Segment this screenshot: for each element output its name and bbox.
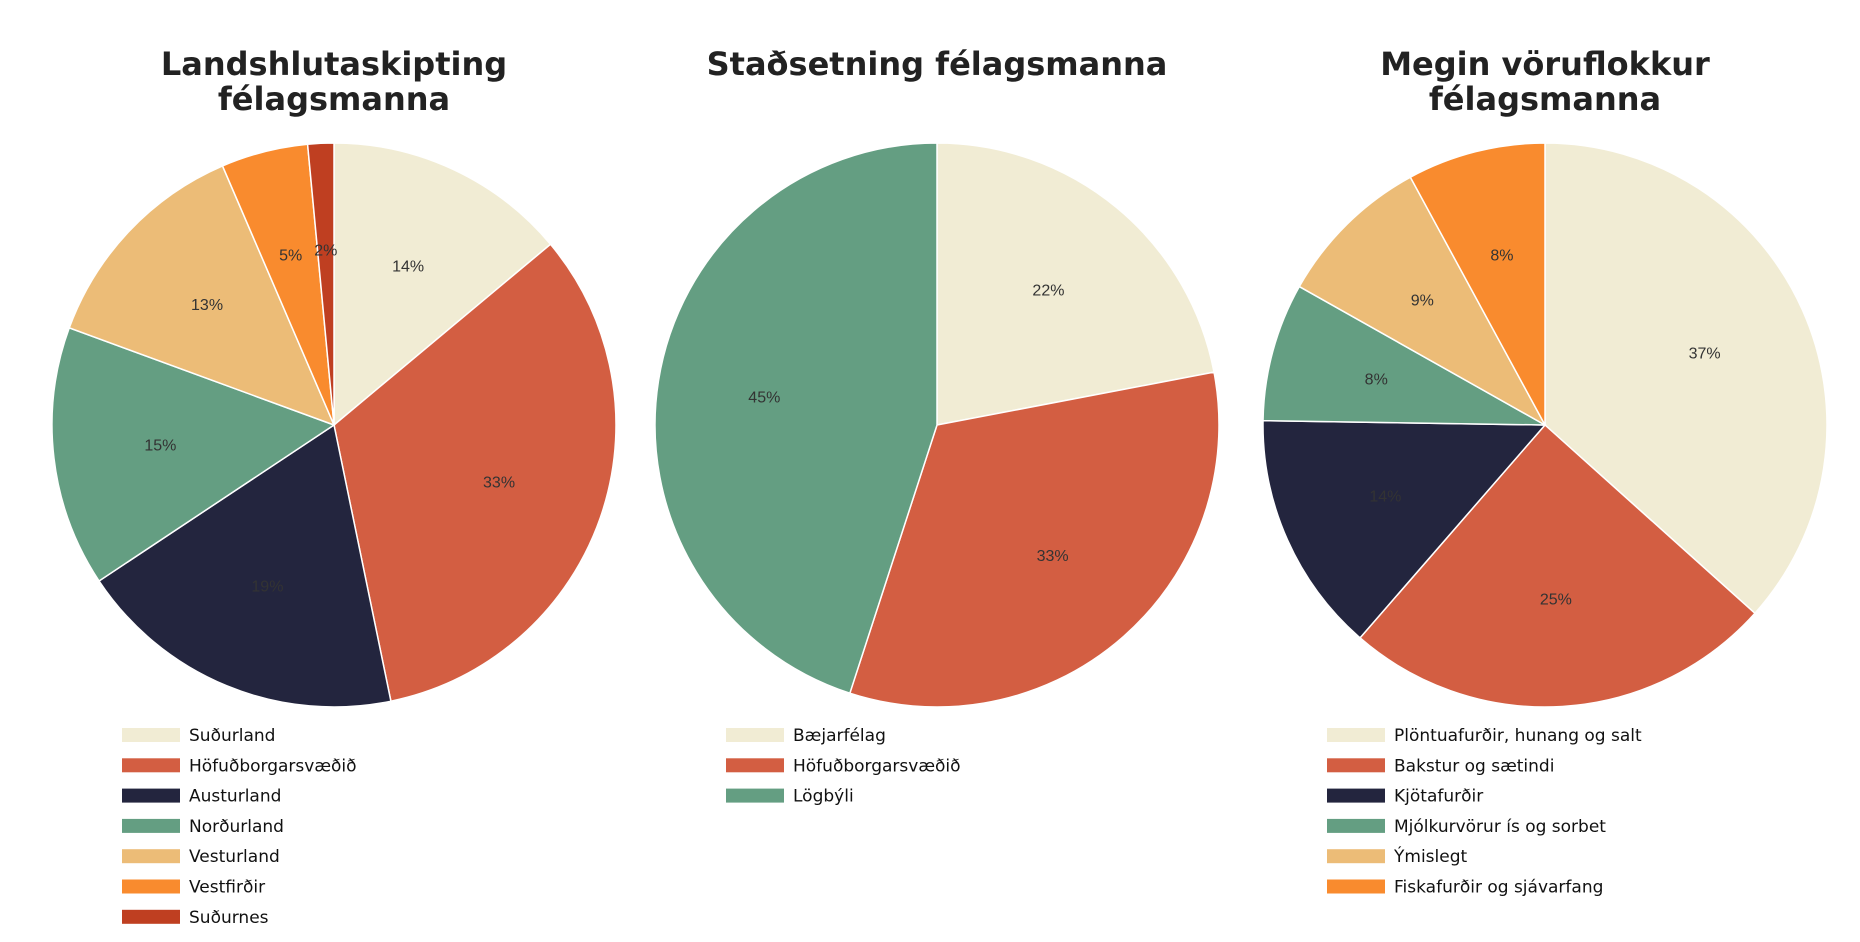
legend-item: Suðurnes (122, 908, 269, 928)
chart-legend: Bæjarfélag Höfuðborgarsvæðið Lögbýli (726, 726, 961, 807)
legend-item: Plöntuafurðir, hunang og salt (1327, 726, 1642, 746)
legend-swatch (1327, 788, 1385, 803)
legend-label: Bæjarfélag (793, 726, 886, 746)
slice-percentage-label: 22% (1032, 282, 1064, 299)
legend-swatch (1327, 879, 1385, 894)
chart-legend: Suðurland Höfuðborgarsvæðið Austurland Norð… (122, 726, 357, 928)
slice-percentage-label: 13% (191, 297, 223, 314)
legend-item: Austurland (122, 787, 281, 807)
slice-percentage-label: 33% (483, 475, 515, 492)
chart-title: Staðsetning félagsmanna (707, 45, 1168, 83)
pie-slice-logbyli (654, 142, 938, 695)
legend-swatch (122, 818, 180, 833)
pie-slice-vesturland (68, 164, 336, 427)
chart-title: Landshlutaskipting (161, 45, 507, 83)
legend-label: Höfuðborgarsvæðið (793, 756, 961, 776)
legend-label: Lögbýli (793, 787, 854, 807)
legend-swatch (122, 758, 180, 773)
legend-item: Lögbýli (726, 787, 854, 807)
pie-slice-baejarfelag (936, 142, 1215, 426)
legend-item: Höfuðborgarsvæðið (122, 756, 357, 776)
slice-percentage-label: 14% (1369, 488, 1401, 505)
pie-slice-ymislegt (1298, 176, 1547, 427)
legend-label: Austurland (189, 787, 281, 807)
legend-item: Bæjarfélag (726, 726, 886, 746)
legend-item: Norðurland (122, 817, 284, 837)
pie-slice-fiskafurdir-og-sjavarfang (1409, 142, 1546, 426)
pie-slice-hofudborgarsvaedid (333, 243, 617, 703)
legend-item: Fiskafurðir og sjávarfang (1327, 878, 1603, 898)
slice-percentage-label: 37% (1689, 346, 1721, 363)
legend-swatch (726, 728, 784, 742)
chart-legend: Plöntuafurðir, hunang og salt Bakstur og … (1327, 726, 1642, 898)
legend-label: Fiskafurðir og sjávarfang (1394, 878, 1603, 898)
legend-swatch (726, 758, 784, 773)
legend-item: Bakstur og sætindi (1327, 756, 1554, 776)
legend-label: Suðurland (189, 726, 275, 746)
pie-slice-sudurland (333, 142, 552, 427)
legend-label: Plöntuafurðir, hunang og salt (1394, 726, 1642, 746)
legend-swatch (1327, 849, 1385, 864)
slice-percentage-label: 25% (1540, 592, 1572, 609)
legend-item: Mjólkurvörur ís og sorbet (1327, 817, 1606, 837)
legend-item: Vesturland (122, 847, 280, 867)
legend-swatch (1327, 818, 1385, 833)
slice-percentage-label: 45% (748, 390, 780, 407)
legend-label: Suðurnes (189, 908, 269, 928)
legend-swatch (1327, 758, 1385, 773)
chart-title: Megin vöruflokkur (1380, 45, 1710, 83)
legend-item: Kjötafurðir (1327, 787, 1483, 807)
pie-slice-plontuafurdir-hunang-og-salt (1544, 142, 1828, 615)
slice-percentage-label: 2% (314, 242, 337, 259)
pie-chart-2: Staðsetning félagsmanna 22% 33% 45% Bæjarfél… (654, 45, 1220, 807)
slice-percentage-label: 5% (279, 248, 302, 265)
legend-item: Höfuðborgarsvæðið (726, 756, 961, 776)
pie-slice-hofudborgarsvaedid (848, 371, 1220, 708)
legend-swatch (1327, 728, 1385, 742)
slice-percentage-label: 33% (1037, 548, 1069, 565)
legend-label: Vestfirðir (189, 878, 265, 898)
legend-label: Bakstur og sætindi (1394, 756, 1554, 776)
slice-percentage-label: 15% (144, 437, 176, 454)
slice-percentage-label: 14% (392, 259, 424, 276)
pie-slice-kjotafurdir (1262, 419, 1547, 639)
pie-slice-sudurnes (306, 142, 335, 426)
chart-title: félagsmanna (1429, 80, 1661, 118)
pie-slice-austurland (98, 423, 392, 708)
legend-label: Ýmislegt (1393, 845, 1467, 867)
legend-label: Vesturland (189, 847, 280, 867)
legend-swatch (726, 788, 784, 803)
slice-percentage-label: 8% (1365, 371, 1388, 388)
legend-swatch (122, 879, 180, 894)
legend-swatch (122, 788, 180, 803)
legend-item: Vestfirðir (122, 878, 265, 898)
chart-title: félagsmanna (218, 80, 450, 118)
legend-swatch (122, 728, 180, 742)
legend-swatch (122, 909, 180, 924)
legend-label: Mjólkurvörur ís og sorbet (1394, 817, 1606, 837)
legend-item: Suðurland (122, 726, 275, 746)
legend-item: Ýmislegt (1327, 845, 1467, 867)
legend-label: Kjötafurðir (1394, 787, 1483, 807)
legend-label: Höfuðborgarsvæðið (189, 756, 357, 776)
pie-slice-nordurland (51, 326, 336, 583)
slice-percentage-label: 9% (1411, 292, 1434, 309)
pie-slice-bakstur-og-saetindi (1358, 423, 1757, 708)
legend-label: Norðurland (189, 817, 284, 837)
pie-slice-mjolkurvorur-is-og-sorbet (1262, 285, 1546, 426)
slice-percentage-label: 8% (1490, 248, 1513, 265)
slice-percentage-label: 19% (251, 579, 283, 596)
legend-swatch (122, 849, 180, 864)
